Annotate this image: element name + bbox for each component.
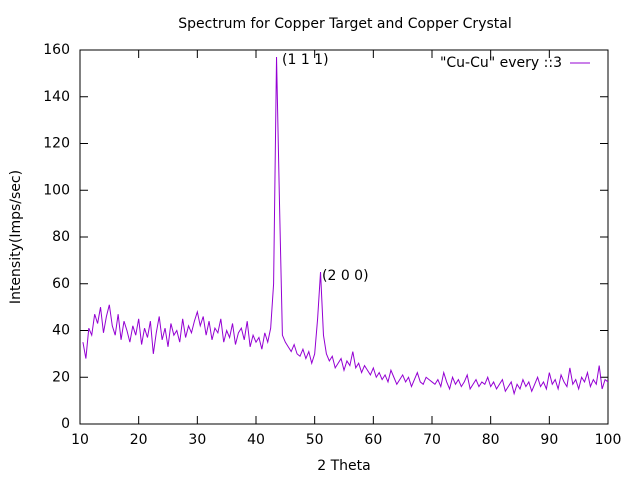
y-tick-label: 60 (52, 276, 70, 292)
x-tick-label: 50 (306, 432, 324, 448)
legend-label: "Cu-Cu" every ::3 (440, 55, 562, 71)
annotation: (2 0 0) (322, 268, 369, 284)
x-tick-label: 100 (595, 432, 622, 448)
x-tick-label: 40 (247, 432, 265, 448)
x-tick-label: 90 (540, 432, 558, 448)
x-axis-label: 2 Theta (317, 458, 370, 474)
annotation: (1 1 1) (282, 52, 329, 68)
y-tick-label: 40 (52, 323, 70, 339)
x-tick-label: 80 (482, 432, 500, 448)
x-tick-label: 30 (188, 432, 206, 448)
x-tick-label: 20 (130, 432, 148, 448)
y-tick-label: 160 (43, 42, 70, 58)
y-axis-label: Intensity(Imps/sec) (8, 170, 24, 304)
x-tick-label: 10 (71, 432, 89, 448)
plot-frame (79, 49, 609, 425)
x-tick-label: 60 (364, 432, 382, 448)
y-tick-label: 80 (52, 229, 70, 245)
y-tick-label: 120 (43, 136, 70, 152)
data-line (82, 56, 609, 396)
y-tick-label: 20 (52, 369, 70, 385)
x-tick-label: 70 (423, 432, 441, 448)
y-tick-label: 100 (43, 182, 70, 198)
y-tick-label: 140 (43, 89, 70, 105)
chart-title: Spectrum for Copper Target and Copper Cr… (178, 16, 511, 32)
y-tick-label: 0 (61, 416, 70, 432)
